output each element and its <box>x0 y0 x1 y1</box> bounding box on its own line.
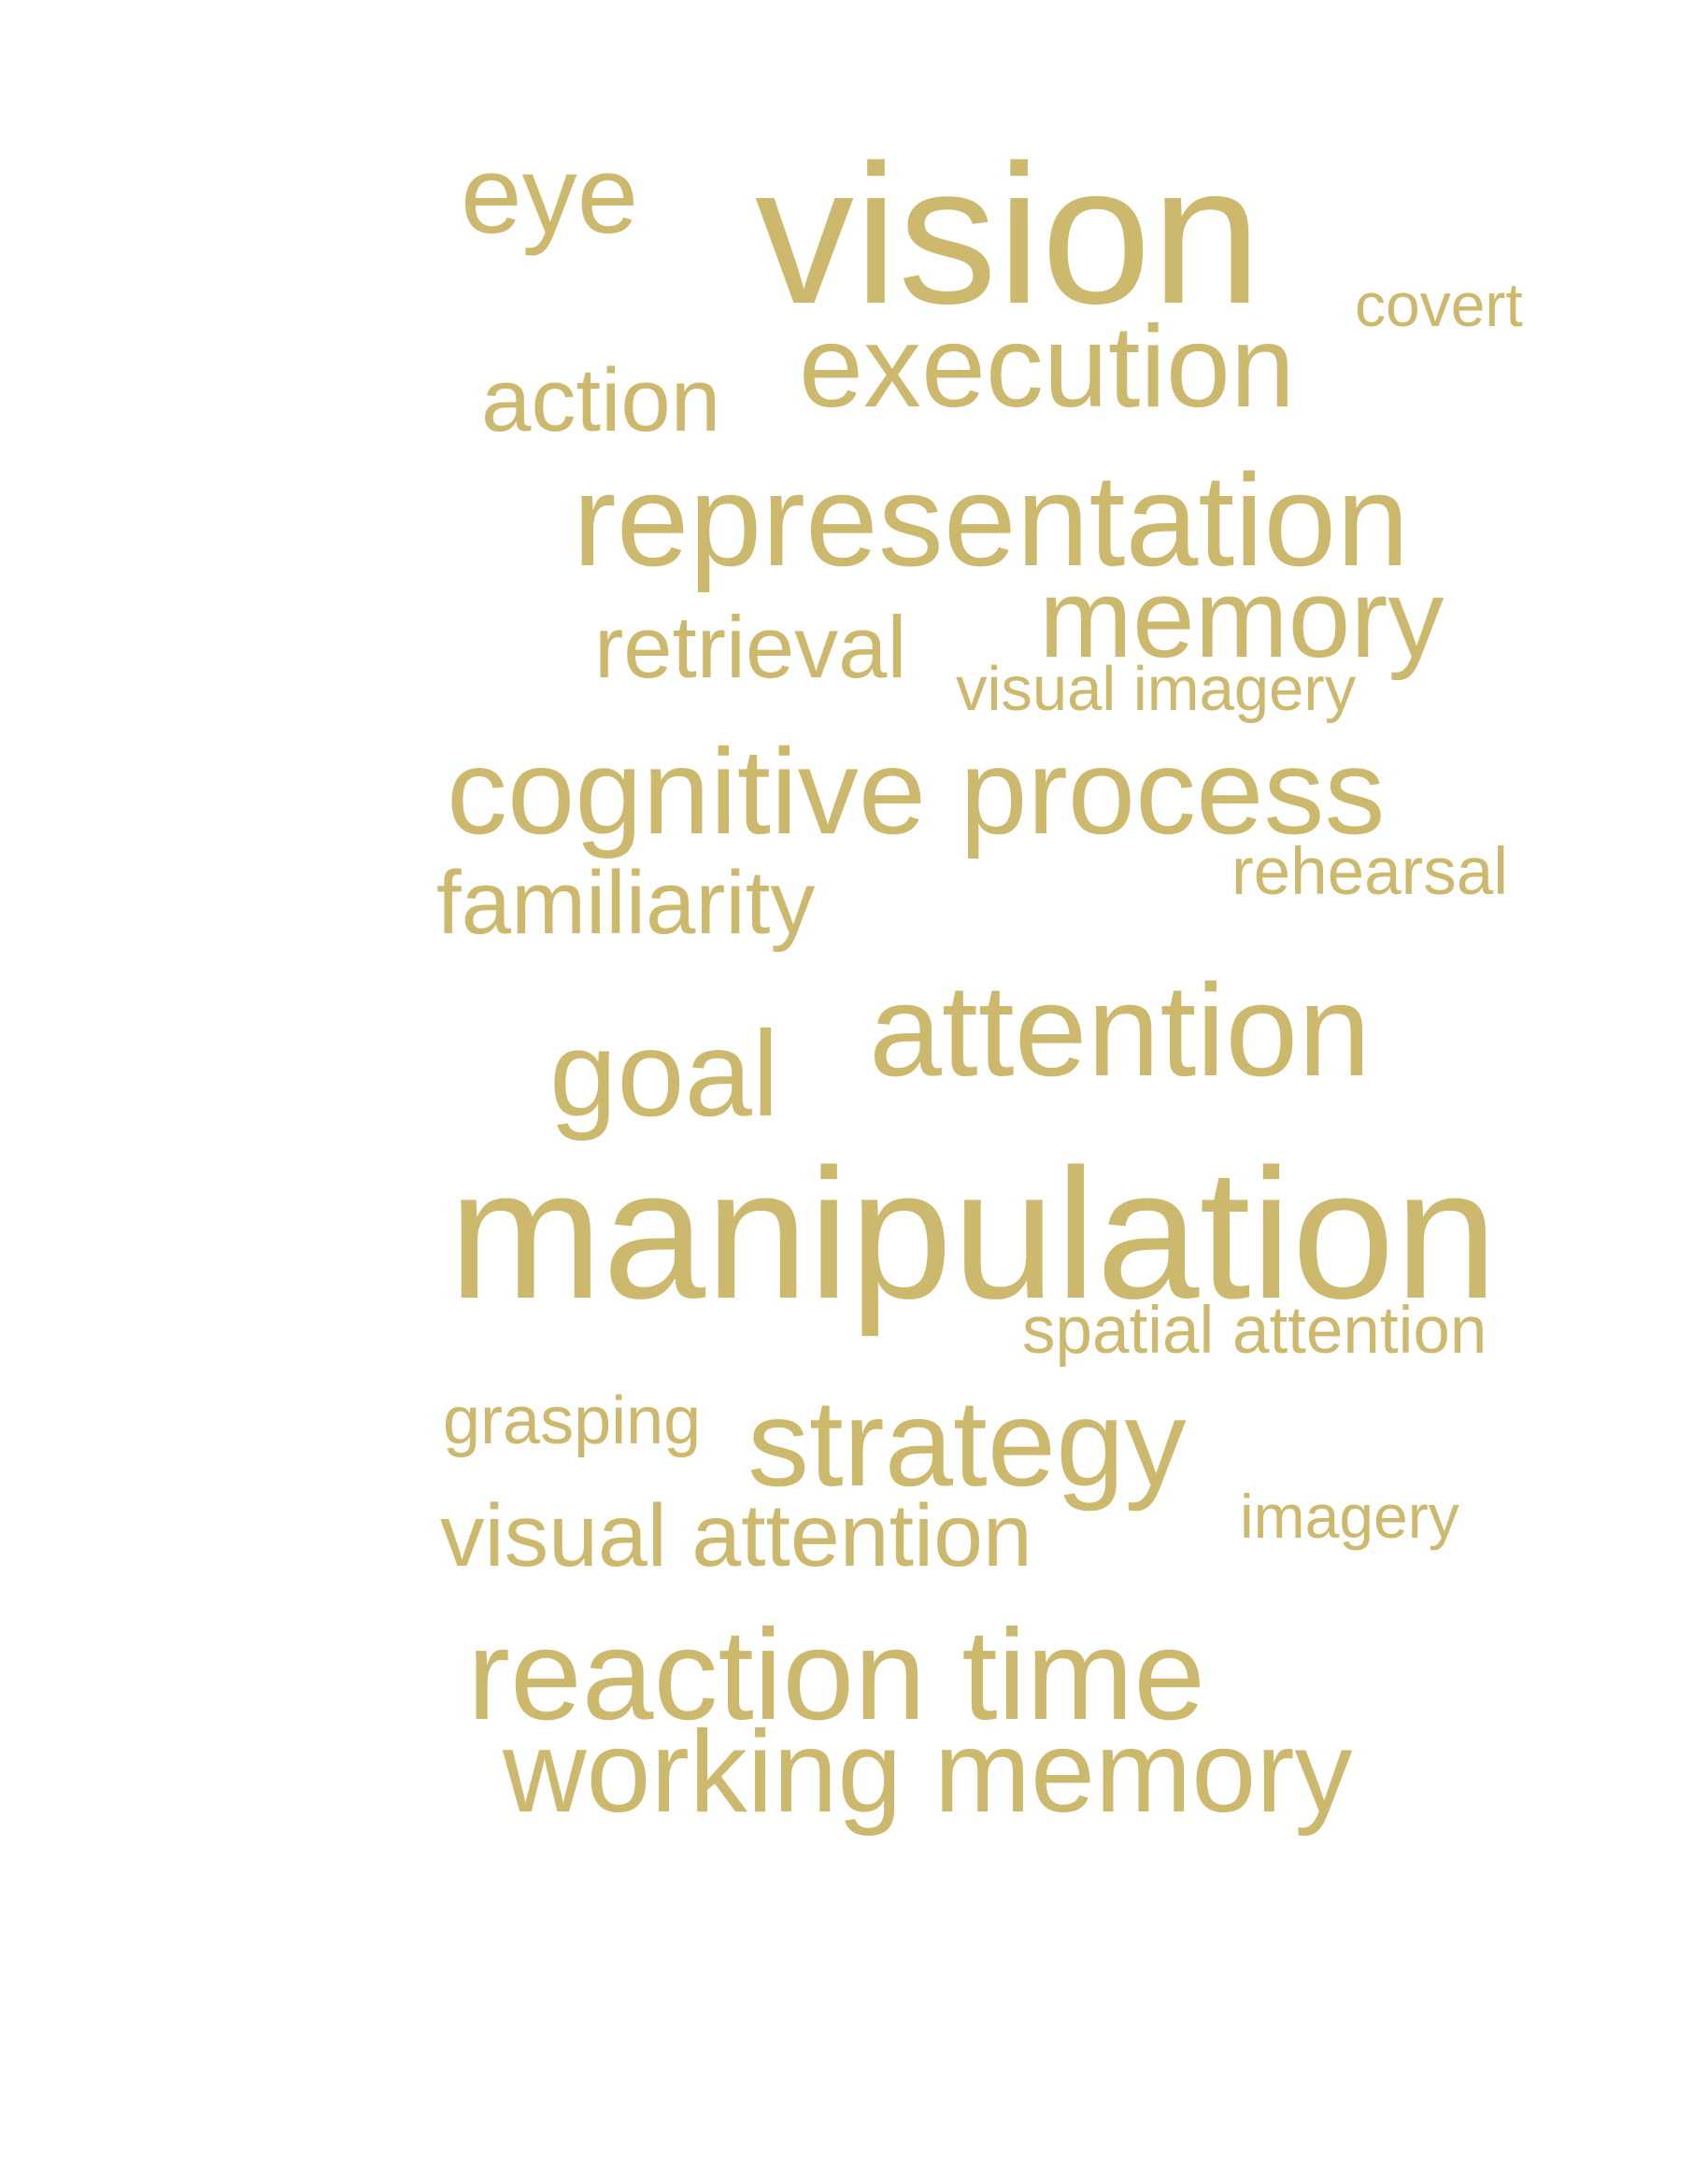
word-grasping: grasping <box>443 1384 702 1458</box>
word-familiarity: familiarity <box>436 853 816 953</box>
word-vision: vision <box>755 123 1262 345</box>
word-memory: memory <box>1039 556 1445 681</box>
word-reaction-time: reaction time <box>467 1603 1205 1747</box>
word-cognitive-process: cognitive process <box>447 723 1386 859</box>
word-visual-imagery: visual imagery <box>956 654 1357 724</box>
word-working-memory: working memory <box>503 1708 1353 1837</box>
word-goal: goal <box>549 1005 779 1142</box>
word-manipulation: manipulation <box>448 1130 1498 1337</box>
word-rehearsal: rehearsal <box>1231 835 1508 909</box>
word-eye: eye <box>461 134 639 257</box>
word-retrieval: retrieval <box>594 598 907 696</box>
word-strategy: strategy <box>747 1374 1187 1512</box>
word-execution: execution <box>799 303 1295 432</box>
word-action: action <box>481 350 721 450</box>
word-imagery: imagery <box>1240 1482 1459 1551</box>
word-representation: representation <box>573 447 1410 593</box>
word-spatial-attention: spatial attention <box>1022 1294 1487 1368</box>
word-visual-attention: visual attention <box>440 1486 1032 1585</box>
word-attention: attention <box>869 957 1372 1103</box>
word-covert: covert <box>1355 270 1523 339</box>
